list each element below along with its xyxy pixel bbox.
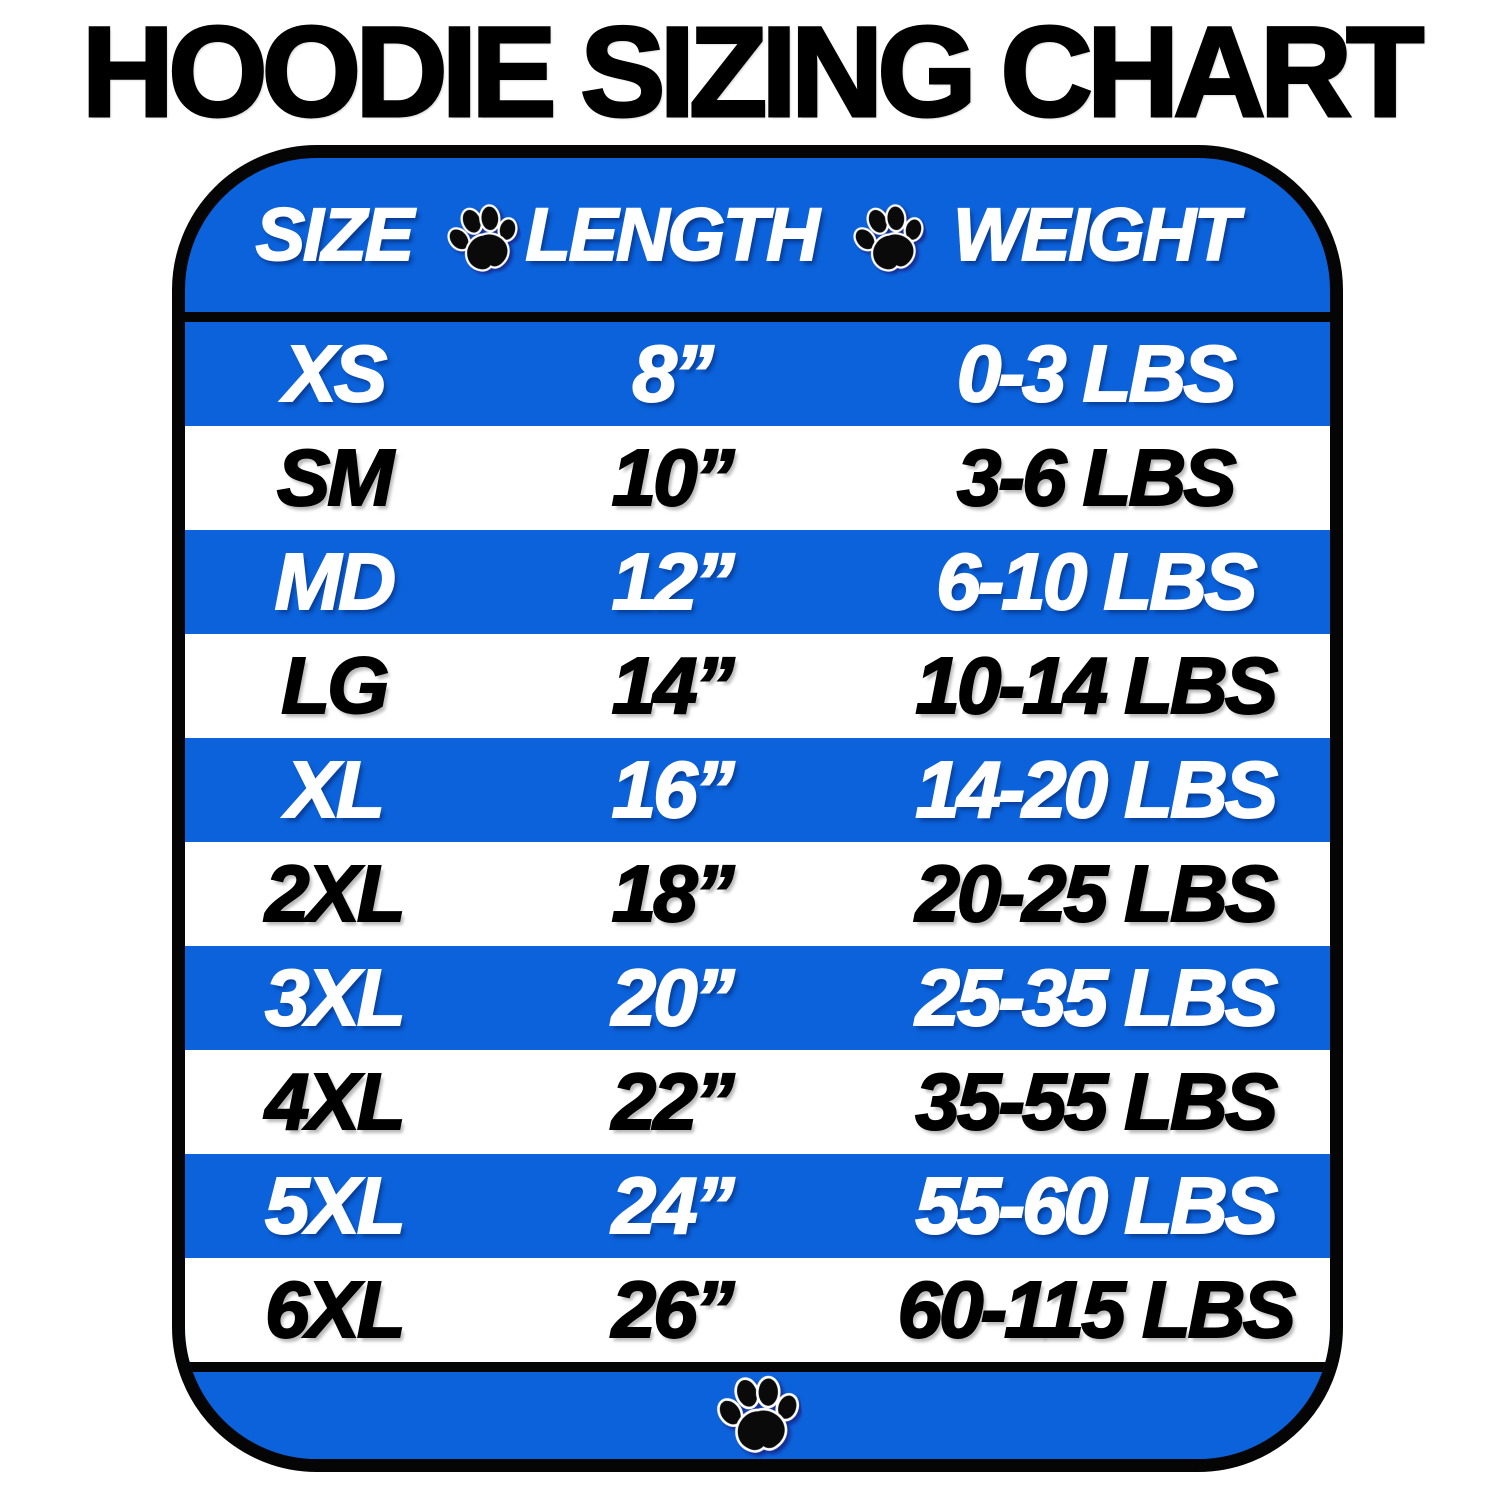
weight-cell: 14-20 LBS — [914, 744, 1279, 835]
weight-cell: 35-55 LBS — [914, 1056, 1279, 1147]
header-divider-line — [185, 312, 1330, 322]
length-cell: 22” — [611, 1056, 736, 1147]
size-cell: 4XL — [264, 1056, 407, 1147]
table-row-4xl: 4XL 22” 35-55 LBS — [185, 1050, 1330, 1154]
length-cell: 18” — [611, 848, 736, 939]
size-cell: SM — [276, 432, 395, 523]
weight-cell: 6-10 LBS — [935, 536, 1258, 627]
weight-cell: 55-60 LBS — [914, 1160, 1279, 1251]
length-cell: 26” — [611, 1264, 736, 1355]
table-row-2xl: 2XL 18” 20-25 LBS — [185, 842, 1330, 946]
weight-cell: 0-3 LBS — [956, 328, 1238, 419]
table-header: SIZE LENGTH WEIGHT — [185, 158, 1330, 312]
table-row-md: MD 12” 6-10 LBS — [185, 530, 1330, 634]
size-cell: MD — [274, 536, 397, 627]
weight-cell: 60-115 LBS — [897, 1264, 1297, 1355]
table-row-sm: SM 10” 3-6 LBS — [185, 426, 1330, 530]
table-row-5xl: 5XL 24” 55-60 LBS — [185, 1154, 1330, 1258]
column-header-weight: WEIGHT — [952, 192, 1240, 277]
length-cell: 12” — [611, 536, 736, 627]
size-cell: 5XL — [264, 1160, 407, 1251]
weight-cell: 3-6 LBS — [956, 432, 1238, 523]
page-title: HOODIE SIZING CHART — [80, 1, 1426, 144]
length-cell: 20” — [611, 952, 736, 1043]
size-cell: 2XL — [264, 848, 407, 939]
table-row-xl: XL 16” 14-20 LBS — [185, 738, 1330, 842]
weight-cell: 10-14 LBS — [914, 640, 1279, 731]
weight-cell: 20-25 LBS — [914, 848, 1279, 939]
length-cell: 16” — [611, 744, 736, 835]
table-row-6xl: 6XL 26” 60-115 LBS — [185, 1258, 1330, 1362]
column-header-length: LENGTH — [525, 192, 821, 277]
length-cell: 14” — [611, 640, 736, 731]
paw-print-icon — [708, 1364, 807, 1463]
table-row-xs: XS 8” 0-3 LBS — [185, 322, 1330, 426]
length-cell: 10” — [611, 432, 736, 523]
size-cell: XS — [282, 328, 388, 419]
weight-cell: 25-35 LBS — [914, 952, 1279, 1043]
table-footer — [185, 1372, 1330, 1459]
footer-divider-line — [185, 1362, 1330, 1372]
size-cell: 6XL — [264, 1264, 407, 1355]
length-cell: 24” — [611, 1160, 736, 1251]
size-cell: 3XL — [264, 952, 407, 1043]
size-rows: XS 8” 0-3 LBS SM 10” 3-6 LBS MD 12” 6-10… — [185, 322, 1330, 1362]
size-cell: XL — [285, 744, 386, 835]
table-row-lg: LG 14” 10-14 LBS — [185, 634, 1330, 738]
length-cell: 8” — [631, 328, 714, 419]
column-header-size: SIZE — [255, 192, 415, 277]
size-cell: LG — [280, 640, 390, 731]
table-row-3xl: 3XL 20” 25-35 LBS — [185, 946, 1330, 1050]
sizing-card: SIZE LENGTH WEIGHT XS 8” 0-3 LBS SM 10” … — [172, 145, 1343, 1472]
